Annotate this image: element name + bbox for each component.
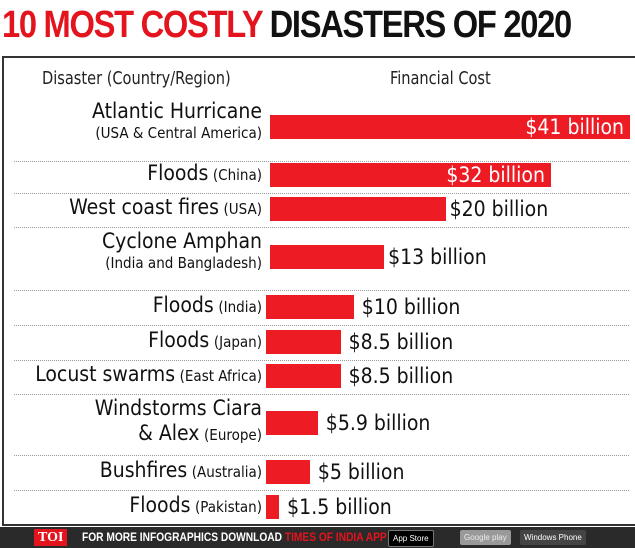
category-region: (USA) [223, 200, 263, 218]
bar [266, 295, 354, 319]
category-region: (Pakistan) [195, 498, 262, 516]
bar [270, 115, 630, 139]
value-label: $8.5 billion [348, 364, 454, 388]
category-label: Atlantic Hurricane (USA & Central America… [92, 99, 262, 142]
value-label: $5 billion [317, 460, 405, 484]
value-header: Financial Cost [390, 68, 491, 89]
category-name: Floods [129, 493, 191, 517]
app-store-badge[interactable]: App Store [388, 530, 434, 547]
row-separator [14, 193, 629, 194]
google-play-badge[interactable]: Google play [460, 530, 511, 545]
value-label: $1.5 billion [287, 495, 392, 519]
category-region: (East Africa) [179, 367, 262, 385]
category-label: Floods (China) [147, 161, 262, 186]
category-name-cont: & Alex [138, 421, 200, 446]
value-label: $5.9 billion [325, 411, 431, 435]
category-name: Bushfires [99, 458, 188, 482]
bar [270, 245, 385, 269]
category-name: Windstorms Ciara [94, 396, 262, 420]
bar [266, 460, 310, 484]
category-header: Disaster (Country/Region) [42, 68, 231, 89]
chart-title: 10 MOST COSTLY DISASTERS OF 2020 [2, 0, 573, 50]
title-rest: DISASTERS OF 2020 [269, 4, 573, 46]
title-highlight: 10 MOST COSTLY [2, 4, 263, 46]
toi-logo: TOI [34, 529, 68, 546]
bar [266, 364, 341, 388]
value-label: $13 billion [388, 245, 487, 269]
category-name: Locust swarms [35, 362, 176, 386]
category-name: Floods [147, 161, 209, 185]
row-separator [14, 325, 629, 326]
windows-phone-badge[interactable]: Windows Phone [520, 530, 586, 545]
value-label: $41 billion [525, 115, 624, 139]
row-separator [14, 455, 629, 456]
row-separator [14, 490, 629, 491]
footer-cta: FOR MORE INFOGRAPHICS DOWNLOAD [82, 530, 283, 544]
category-region: (Australia) [191, 463, 262, 481]
category-label: Floods (Japan) [148, 328, 262, 353]
row-separator [14, 161, 629, 162]
row-separator [14, 394, 629, 395]
category-region: (China) [212, 166, 262, 184]
category-label: West coast fires (USA) [69, 195, 262, 220]
category-name: Cyclone Amphan [101, 229, 262, 253]
footer: TOI FOR MORE INFOGRAPHICS DOWNLOAD TIMES… [0, 527, 635, 548]
category-region: (Japan) [213, 333, 262, 351]
bar [266, 495, 280, 519]
value-label: $10 billion [361, 295, 461, 319]
value-label: $8.5 billion [348, 330, 454, 354]
category-label: Cyclone Amphan (India and Bangladesh) [102, 229, 262, 272]
category-region: (India and Bangladesh) [105, 254, 262, 273]
row-separator [14, 290, 629, 291]
category-label: Floods (Pakistan) [129, 493, 262, 518]
value-label: $20 billion [449, 197, 549, 221]
bar [270, 197, 446, 221]
category-label: Locust swarms (East Africa) [35, 362, 262, 387]
row-separator [14, 360, 629, 361]
chart-frame [2, 56, 635, 526]
category-name: Atlantic Hurricane [92, 99, 262, 123]
category-name: West coast fires [69, 195, 219, 219]
footer-app-name[interactable]: TIMES OF INDIA APP [284, 530, 387, 544]
row-separator [14, 227, 629, 228]
category-label: Floods (India) [153, 293, 262, 318]
value-label: $32 billion [446, 163, 545, 187]
footer-text: FOR MORE INFOGRAPHICS DOWNLOAD TIMES OF … [82, 527, 387, 548]
category-region: (India) [218, 298, 262, 316]
category-name: Floods [152, 293, 214, 317]
category-region: (USA & Central America) [95, 124, 262, 143]
category-label: Bushfires (Australia) [100, 458, 262, 483]
bar [270, 163, 551, 187]
bar [266, 330, 341, 354]
category-region: (Europe) [204, 426, 262, 445]
category-name: Floods [148, 328, 210, 352]
category-label: Windstorms Ciara & Alex (Europe) [95, 396, 262, 446]
bar [266, 411, 318, 435]
